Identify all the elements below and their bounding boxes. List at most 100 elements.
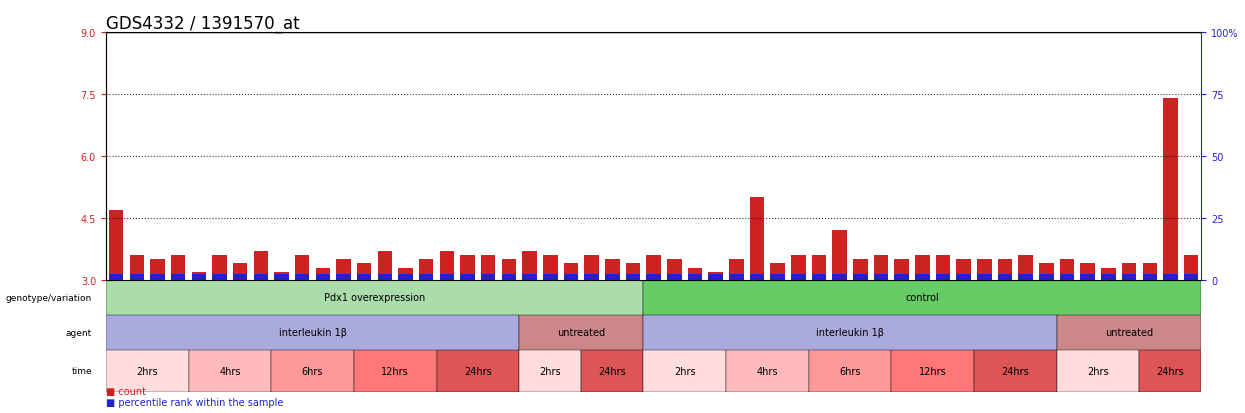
Bar [188,350,271,392]
Bar [481,256,496,280]
Text: 24hrs: 24hrs [1001,366,1030,376]
Bar [295,274,310,280]
Bar [357,264,371,280]
Text: Pdx1 overexpression: Pdx1 overexpression [324,293,426,303]
Bar [295,256,310,280]
Text: untreated: untreated [558,328,605,337]
Bar [1101,274,1116,280]
Bar [481,274,496,280]
Bar [997,274,1012,280]
Bar [936,274,950,280]
Bar [605,260,620,280]
Bar [1018,256,1033,280]
Bar [809,350,891,392]
Text: 24hrs: 24hrs [464,366,492,376]
Text: genotype/variation: genotype/variation [6,293,92,302]
Bar [874,256,888,280]
Bar [771,274,784,280]
Bar [274,272,289,280]
Bar [667,260,681,280]
Bar [833,231,847,280]
Text: 2hrs: 2hrs [1087,366,1109,376]
Text: agent: agent [66,328,92,337]
Bar [502,274,517,280]
Bar [519,315,644,350]
Bar [1139,350,1201,392]
Bar [997,260,1012,280]
Bar [336,260,351,280]
Bar [708,272,723,280]
Bar [523,274,537,280]
Bar [749,274,764,280]
Bar [1059,260,1074,280]
Bar [974,350,1057,392]
Bar [894,260,909,280]
Bar [1122,274,1137,280]
Bar [644,350,726,392]
Text: 4hrs: 4hrs [219,366,240,376]
Bar [564,274,578,280]
Bar [626,274,640,280]
Bar [564,264,578,280]
Bar [233,264,248,280]
Text: untreated: untreated [1106,328,1153,337]
Bar [108,210,123,280]
Bar [106,350,188,392]
Bar [581,350,644,392]
Bar [357,274,371,280]
Bar [646,256,661,280]
Bar [192,274,207,280]
Bar [151,274,164,280]
Bar [354,350,437,392]
Bar [461,274,474,280]
Bar [233,274,248,280]
Bar [891,350,974,392]
Bar [1057,350,1139,392]
Bar [398,274,413,280]
Bar [519,350,581,392]
Bar [726,350,809,392]
Text: GDS4332 / 1391570_at: GDS4332 / 1391570_at [106,15,300,33]
Bar [1163,274,1178,280]
Bar [853,260,868,280]
Bar [771,264,784,280]
Bar [543,256,558,280]
Bar [1184,274,1199,280]
Bar [316,274,330,280]
Bar [646,274,661,280]
Bar [749,198,764,280]
Text: 2hrs: 2hrs [137,366,158,376]
Bar [437,350,519,392]
Bar [420,260,433,280]
Bar [584,274,599,280]
Bar [874,274,888,280]
Bar [977,260,991,280]
Text: ■ percentile rank within the sample: ■ percentile rank within the sample [106,397,283,407]
Bar [584,256,599,280]
Text: interleukin 1β: interleukin 1β [279,328,346,337]
Bar [377,252,392,280]
Bar [254,274,268,280]
Text: 6hrs: 6hrs [301,366,324,376]
Bar [106,280,644,315]
Bar [915,274,930,280]
Text: 4hrs: 4hrs [757,366,778,376]
Text: time: time [71,367,92,375]
Bar [274,274,289,280]
Bar [439,252,454,280]
Text: 2hrs: 2hrs [674,366,696,376]
Bar [192,272,207,280]
Bar [523,252,537,280]
Bar [1040,264,1053,280]
Bar [129,256,144,280]
Bar [956,260,971,280]
Bar [171,256,186,280]
Bar [461,256,474,280]
Bar [502,260,517,280]
Bar [730,274,743,280]
Bar [1184,256,1199,280]
Bar [812,256,827,280]
Bar [1040,274,1053,280]
Bar [708,274,723,280]
Bar [377,274,392,280]
